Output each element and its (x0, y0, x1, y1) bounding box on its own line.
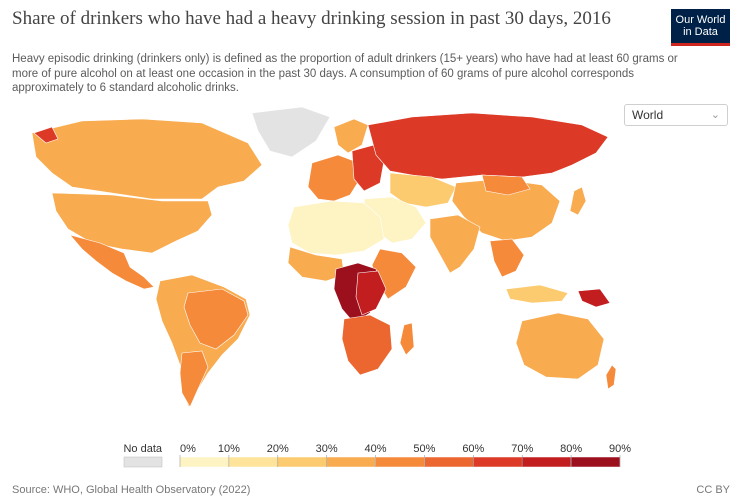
region-central-asia[interactable] (389, 172, 457, 208)
logo-line-1: Our World (675, 14, 726, 26)
region-europe-west[interactable] (307, 154, 361, 202)
region-mexico[interactable] (69, 234, 155, 290)
legend-tick-label-6: 60% (462, 443, 484, 455)
region-southern-africa[interactable] (341, 314, 393, 376)
legend-bin-5[interactable] (424, 456, 474, 468)
logo-line-2: in Data (683, 26, 718, 38)
license-label[interactable]: CC BY (696, 484, 730, 496)
owid-logo[interactable]: Our World in Data (671, 9, 730, 46)
legend-no-data-swatch (123, 456, 163, 468)
legend-bin-7[interactable] (521, 456, 572, 468)
legend-tick-label-2: 20% (267, 443, 289, 455)
legend-tick-label-9: 90% (609, 443, 631, 455)
region-select-value: World (632, 108, 664, 122)
region-russia[interactable] (367, 112, 609, 180)
legend-tick-label-4: 40% (365, 443, 387, 455)
region-new-zealand[interactable] (605, 364, 616, 390)
region-india[interactable] (429, 214, 481, 274)
region-north-africa[interactable] (287, 200, 385, 256)
legend-tick-label-8: 80% (560, 443, 582, 455)
legend-tick-label-1: 10% (218, 443, 240, 455)
region-drc[interactable] (355, 270, 387, 316)
chart-subtitle: Heavy episodic drinking (drinkers only) … (12, 53, 678, 94)
legend: No data 0% 10% 20% 30% 40% 50% 60% 70% 80% 90% (123, 443, 631, 468)
legend-tick-label-7: 70% (511, 443, 533, 455)
legend-bin-3[interactable] (326, 456, 376, 468)
region-papua-new-guinea[interactable] (577, 288, 611, 308)
region-alaska[interactable] (33, 126, 59, 144)
chart-title: Share of drinkers who have had a heavy d… (12, 8, 611, 29)
legend-bin-2[interactable] (277, 456, 327, 468)
region-usa[interactable] (51, 192, 213, 254)
region-southeast-asia[interactable] (489, 238, 525, 278)
region-greenland[interactable] (251, 106, 331, 158)
chevron-down-icon: ⌄ (710, 109, 720, 121)
region-select[interactable]: World ⌄ (624, 104, 728, 126)
legend-bin-1[interactable] (228, 456, 279, 468)
region-brazil[interactable] (183, 288, 249, 350)
region-mongolia[interactable] (481, 174, 531, 196)
source-note: Source: WHO, Global Health Observatory (… (12, 484, 251, 496)
region-australia[interactable] (515, 312, 605, 380)
region-scandinavia[interactable] (333, 118, 369, 154)
region-madagascar[interactable] (399, 322, 415, 356)
region-china[interactable] (451, 178, 561, 242)
world-map[interactable] (12, 103, 616, 433)
legend-bin-4[interactable] (375, 456, 425, 468)
legend-bin-8[interactable] (570, 456, 621, 468)
legend-bin-0[interactable] (179, 456, 230, 468)
region-indonesia[interactable] (505, 284, 569, 304)
legend-tick-label-3: 30% (316, 443, 338, 455)
region-canada[interactable] (31, 118, 263, 200)
legend-tick-label-5: 50% (413, 443, 435, 455)
legend-no-data-label: No data (123, 443, 162, 455)
legend-bin-6[interactable] (473, 456, 523, 468)
legend-tick-label-0: 0% (180, 443, 196, 455)
region-argentina[interactable] (179, 350, 209, 408)
region-japan[interactable] (569, 186, 587, 216)
